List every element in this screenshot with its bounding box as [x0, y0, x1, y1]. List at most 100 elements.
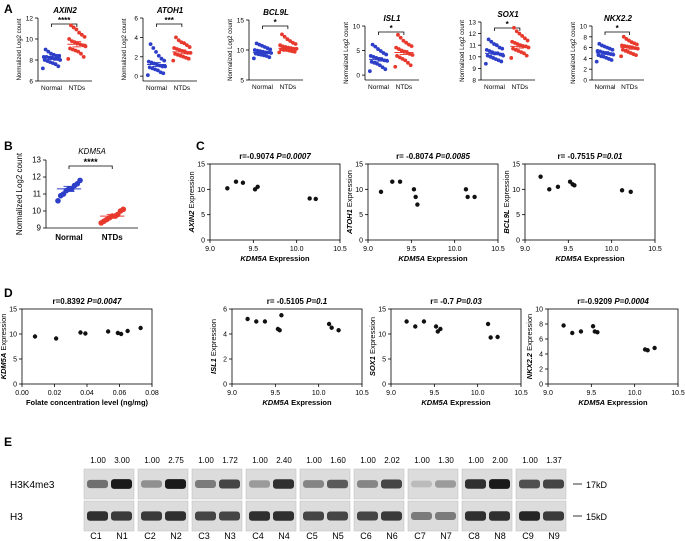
- y-tick-label: 2: [223, 357, 227, 364]
- blot-band: [411, 512, 432, 520]
- significance-stars: ***: [165, 16, 175, 25]
- data-point: [279, 313, 284, 318]
- data-point: [233, 179, 239, 184]
- y-tick-label: 0: [356, 73, 360, 80]
- data-point-ntds: [522, 36, 527, 41]
- y-tick-label: 10: [469, 54, 477, 61]
- data-point: [413, 324, 418, 329]
- significance-bracket: [156, 23, 183, 27]
- plot-frame: [231, 308, 363, 385]
- chart-title: BCL9L: [263, 8, 289, 17]
- data-point-ntds: [79, 51, 83, 56]
- y-tick-label: 10: [355, 187, 363, 194]
- lane-label-ntd: N9: [548, 531, 560, 541]
- x-tick-label: 10.0: [471, 390, 485, 397]
- blot-band: [141, 511, 162, 521]
- data-point: [421, 319, 427, 324]
- category-label: Normal: [146, 85, 168, 92]
- data-point: [240, 180, 246, 185]
- lane-label-ntd: N5: [332, 531, 344, 541]
- panel-label-c: C: [196, 139, 205, 153]
- blot-band: [519, 511, 540, 521]
- lane-label-control: C6: [360, 531, 372, 541]
- data-point-ntds: [282, 34, 287, 39]
- data-point-normal: [497, 45, 502, 50]
- y-axis-gene: AXIN2: [187, 210, 196, 234]
- y-tick-label: 6: [29, 79, 33, 86]
- x-tick-label: 10.5: [648, 246, 662, 253]
- data-point-normal: [145, 73, 150, 78]
- x-tick-label: 9.5: [248, 246, 258, 253]
- data-point: [245, 316, 250, 322]
- y-tick-label: 2: [539, 367, 543, 374]
- data-point: [578, 329, 584, 334]
- y-tick-label: 10: [26, 37, 34, 44]
- data-point-ntds: [395, 54, 399, 58]
- data-point-normal: [597, 41, 602, 46]
- data-point-ntds: [620, 47, 625, 52]
- data-point-normal: [49, 51, 53, 56]
- y-tick-label: 5: [201, 212, 205, 219]
- data-point: [472, 194, 477, 200]
- data-point-ntds: [277, 50, 282, 55]
- significance-stars: *: [390, 24, 394, 33]
- r-value: r= -0.5105: [267, 297, 306, 306]
- data-point-ntds: [179, 40, 184, 45]
- chart-title: AXIN2: [52, 6, 77, 15]
- y-axis-suffix: Expression: [0, 314, 8, 353]
- data-point-normal: [40, 66, 45, 71]
- x-tick-label: 0.06: [113, 390, 127, 397]
- data-point: [307, 196, 312, 201]
- y-tick-label: 0: [382, 382, 386, 389]
- data-point: [645, 348, 650, 353]
- y-tick-label: 6: [134, 16, 138, 23]
- data-point-ntds: [620, 43, 624, 48]
- y-axis-label: KDM5A Expression: [0, 314, 8, 380]
- x-tick-label: 10.0: [312, 390, 326, 397]
- y-tick-label: 10: [237, 48, 245, 55]
- data-point: [619, 188, 625, 193]
- correlation-D1: 0.00 0.02 0.04 0.06 0.08 0 5 10 15 Folate concent…: [0, 297, 159, 407]
- blot-band: [327, 479, 348, 489]
- x-tick-label: 10.5: [671, 390, 685, 397]
- x-axis-suffix: Expression: [582, 254, 625, 263]
- data-point-ntds: [619, 54, 624, 59]
- y-tick-label: 5: [356, 48, 360, 55]
- x-axis-gene: KDM5A: [240, 254, 267, 263]
- data-point-ntds: [406, 60, 410, 65]
- x-tick-label: 9.5: [429, 390, 439, 397]
- data-point: [105, 329, 111, 334]
- p-value: P=0.0004: [614, 297, 649, 306]
- plot-frame: [547, 308, 679, 385]
- data-point-normal: [485, 53, 490, 58]
- significance-stars: *: [616, 24, 620, 33]
- ratio-control: 1.00: [468, 456, 484, 465]
- x-tick-label: 0.08: [145, 390, 159, 397]
- significance-bracket: [262, 25, 289, 29]
- data-point-ntds: [171, 58, 176, 63]
- data-point: [397, 179, 403, 184]
- x-axis-label: KDM5A Expression: [398, 254, 468, 263]
- p-value: P=0.03: [456, 297, 482, 306]
- lane-label-control: C1: [90, 531, 102, 541]
- y-tick-label: 4: [539, 352, 543, 359]
- blot-band: [489, 511, 510, 521]
- x-tick-label: 9.5: [563, 246, 573, 253]
- chart-title: SOX1: [497, 10, 519, 19]
- data-point-normal: [77, 177, 83, 184]
- data-point-ntds: [79, 32, 84, 37]
- data-point-normal: [163, 64, 168, 69]
- data-point-ntds: [71, 25, 76, 30]
- ratio-control: 1.00: [360, 456, 376, 465]
- y-axis-label: Normalized Log2 count: [460, 20, 466, 82]
- y-axis-label: Normalized Log2 count: [571, 22, 577, 84]
- y-axis-gene: ISL1: [209, 358, 218, 374]
- y-tick-label: 5: [240, 78, 244, 85]
- data-point-normal: [367, 69, 372, 74]
- x-axis-gene: KDM5A: [421, 398, 448, 407]
- y-tick-label: 0: [223, 382, 227, 389]
